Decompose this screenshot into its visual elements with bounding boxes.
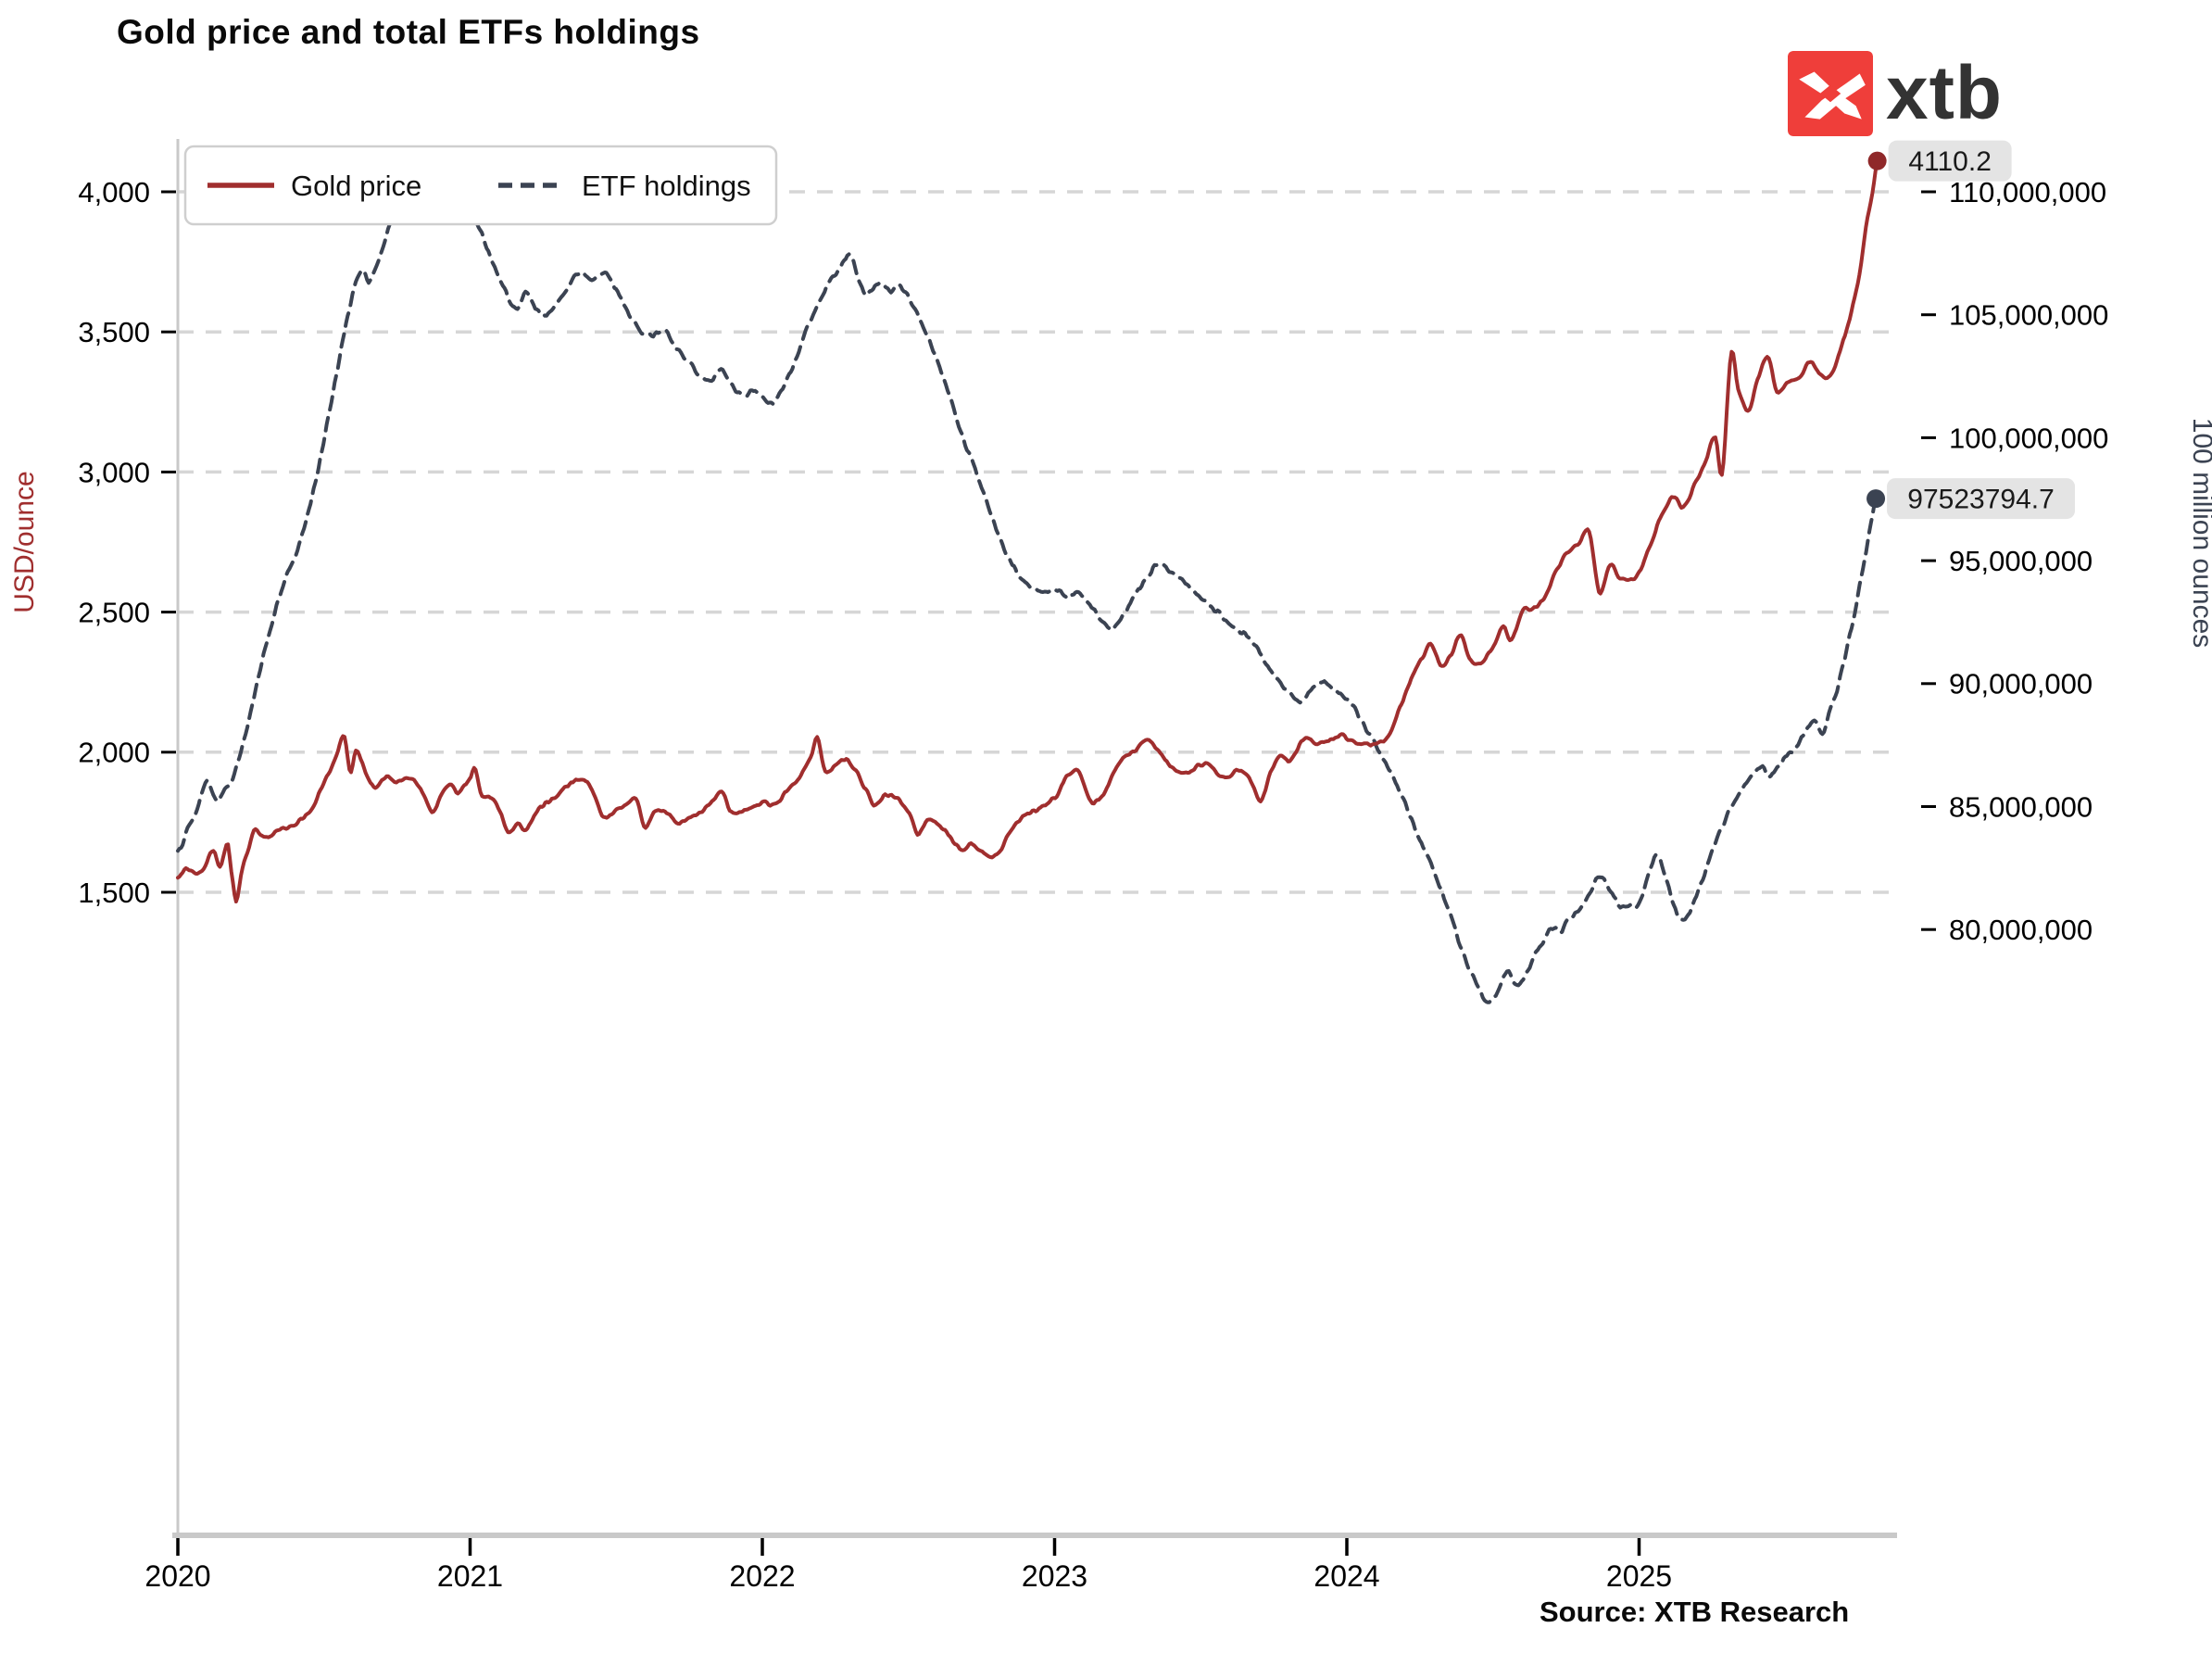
- legend-item-gold-price: Gold price: [207, 170, 421, 202]
- x-axis-tick-label: 2025: [1606, 1559, 1672, 1593]
- xtb-logo-x-notch: [1819, 84, 1841, 103]
- right-axis-tick-label: 90,000,000: [1949, 668, 2093, 700]
- left-axis-tick-label: 2,500: [78, 596, 150, 628]
- left-axis-tick-label: 1,500: [78, 877, 150, 909]
- gridlines: [178, 190, 1892, 894]
- end-dot: [1867, 151, 1887, 170]
- legend-label: Gold price: [291, 170, 421, 202]
- legend: Gold price ETF holdings: [183, 145, 778, 226]
- legend-label: ETF holdings: [582, 170, 751, 202]
- etf-holdings-line: [176, 158, 1879, 1004]
- left-axis-tick-label: 2,000: [78, 737, 150, 769]
- right-axis-title: 100 million ounces: [2187, 418, 2212, 648]
- left-axis: 1,500 2,000 2,500 3,000 3,500 4,000: [78, 176, 176, 909]
- right-axis-tick-label: 95,000,000: [1949, 545, 2093, 577]
- gold-price-end-annotation: 4110.2: [1867, 140, 2012, 182]
- end-value-label: 4110.2: [1908, 146, 1992, 177]
- source-text: Source: XTB Research: [1540, 1596, 1850, 1628]
- legend-item-etf-holdings: ETF holdings: [498, 170, 751, 202]
- end-value-pill: [1888, 140, 2012, 182]
- series: [176, 158, 1879, 1004]
- right-axis: 80,000,000 85,000,000 90,000,000 95,000,000…: [1921, 176, 2108, 946]
- left-axis-tick-label: 3,000: [78, 456, 150, 488]
- end-dot: [1866, 489, 1886, 509]
- end-value-label: 97523794.7: [1907, 485, 2055, 515]
- end-value-pill: [1887, 478, 2076, 520]
- right-axis-tick-label: 100,000,000: [1949, 422, 2108, 454]
- xtb-logo-icon: [1788, 51, 1873, 136]
- xtb-logo: xtb: [1788, 51, 2003, 136]
- left-axis-title: USD/ounce: [9, 471, 40, 612]
- left-axis-tick-label: 3,500: [78, 316, 150, 348]
- etf-holdings-end-annotation: 97523794.7: [1866, 478, 2076, 520]
- x-axis-tick-label: 2020: [145, 1559, 210, 1593]
- x-axis-tick-label: 2023: [1022, 1559, 1087, 1593]
- x-axis-tick-label: 2024: [1313, 1559, 1379, 1593]
- right-axis-tick-label: 110,000,000: [1949, 176, 2106, 208]
- x-axis: 2020 2021 2022 2023 2024 2025: [145, 1538, 1672, 1593]
- xtb-logo-text: xtb: [1886, 51, 2003, 135]
- x-axis-tick-label: 2022: [729, 1559, 795, 1593]
- left-axis-tick-label: 4,000: [78, 176, 150, 208]
- right-axis-tick-label: 80,000,000: [1949, 914, 2093, 946]
- chart-title: Gold price and total ETFs holdings: [117, 13, 700, 51]
- gold-price-line: [176, 158, 1879, 903]
- right-axis-tick-label: 85,000,000: [1949, 790, 2093, 823]
- right-axis-tick-label: 105,000,000: [1949, 299, 2108, 332]
- x-axis-tick-label: 2021: [437, 1559, 503, 1593]
- legend-box: [183, 145, 778, 226]
